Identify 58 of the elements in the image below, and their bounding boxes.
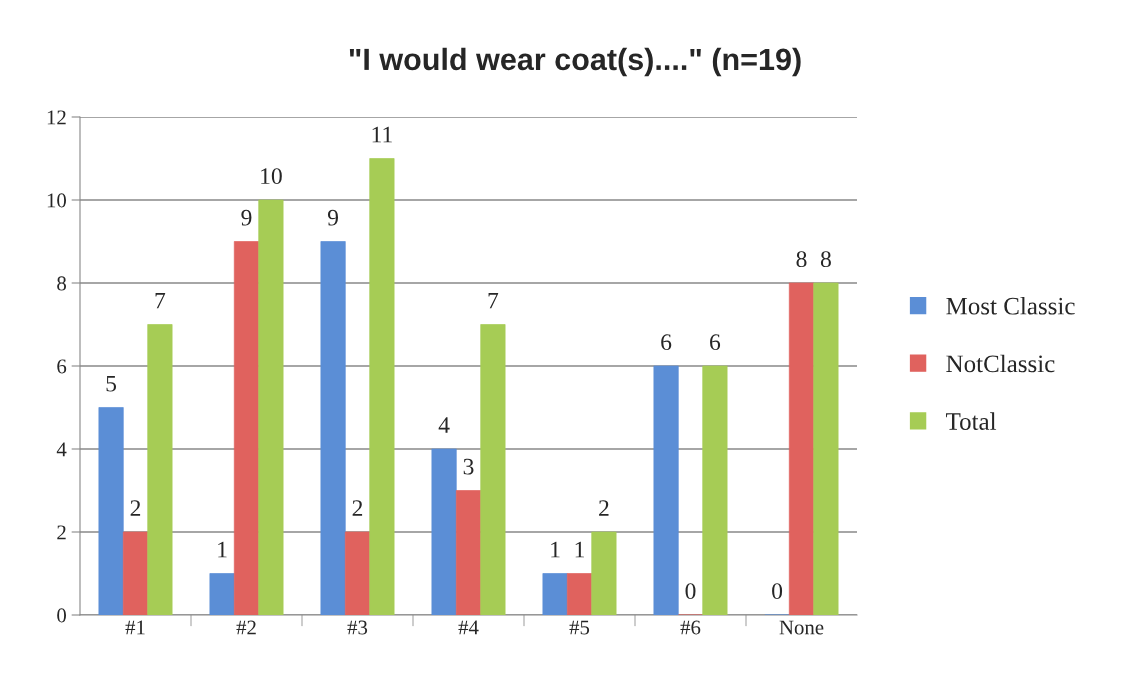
data-label: 6: [710, 334, 721, 351]
data-label: 11: [372, 126, 392, 143]
data-label: 8: [820, 251, 831, 268]
bar: [653, 365, 679, 615]
y-tick-label: 2: [57, 525, 66, 540]
chart-title: "I would wear coat(s)...." (n=19): [349, 47, 801, 77]
data-label: 9: [241, 209, 252, 226]
bar: [702, 365, 728, 615]
bar: [233, 241, 260, 615]
bar: [542, 573, 568, 615]
data-label: 8: [796, 251, 807, 268]
data-label: 1: [218, 541, 227, 558]
y-tick-label: 12: [47, 110, 66, 125]
y-tick-label: 10: [47, 193, 67, 208]
x-tick-label: #4: [458, 620, 479, 635]
data-label: 6: [661, 334, 672, 351]
bar: [480, 324, 506, 615]
data-label: 1: [551, 541, 560, 558]
bar: [566, 573, 593, 615]
data-label: 2: [599, 500, 609, 516]
x-tick-label: #3: [347, 620, 368, 635]
bar: [813, 282, 839, 615]
bar: [455, 490, 482, 615]
x-tick-label: #5: [569, 620, 590, 635]
bar: [122, 531, 149, 615]
data-label: 3: [463, 458, 474, 475]
bar: [591, 531, 617, 615]
bar: [209, 573, 235, 615]
bar: [788, 282, 815, 615]
data-label: 0: [685, 583, 696, 600]
y-tick-label: 4: [56, 442, 67, 457]
bar: [431, 448, 457, 615]
data-label: 0: [772, 583, 783, 600]
x-tick-label: None: [779, 620, 824, 635]
data-label: 1: [575, 541, 584, 558]
bar: [147, 324, 173, 615]
y-tick-label: 0: [57, 608, 67, 623]
data-label: 10: [261, 168, 282, 185]
bar: [320, 241, 346, 615]
x-tick-label: #6: [680, 620, 701, 635]
data-label: 4: [438, 417, 450, 433]
data-label: 7: [155, 292, 166, 309]
data-label: 2: [130, 500, 141, 516]
bar: [98, 407, 124, 615]
legend-label: Most Classic: [946, 296, 1075, 315]
legend-label: NotClassic: [946, 354, 1055, 373]
y-tick-label: 6: [57, 359, 67, 374]
data-label: 2: [352, 500, 363, 516]
bar: [344, 531, 371, 615]
y-tick-label: 8: [57, 276, 67, 291]
data-label: 5: [106, 375, 117, 392]
data-label: 9: [327, 209, 339, 226]
x-tick-label: #2: [236, 620, 256, 635]
data-label: 7: [488, 292, 499, 309]
bar: [258, 199, 284, 615]
legend-label: Total: [946, 412, 997, 430]
bar: [369, 158, 395, 615]
x-tick-label: #1: [125, 620, 145, 635]
